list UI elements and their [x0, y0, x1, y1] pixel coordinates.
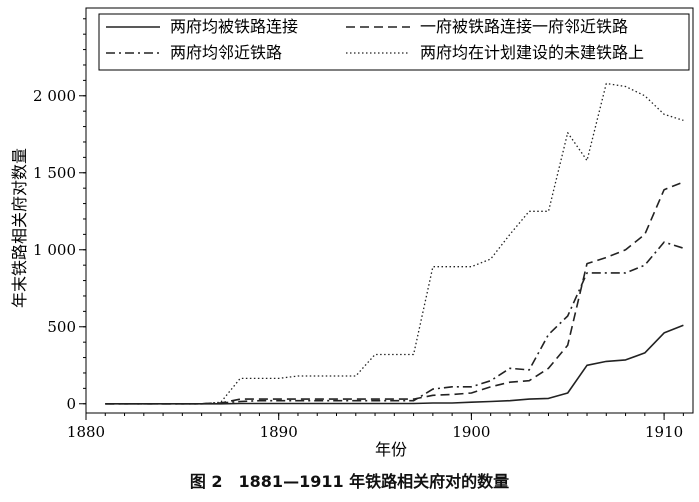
series-line-dash	[105, 181, 684, 405]
figure-caption: 图 2 1881—1911 年铁路相关府对的数量	[189, 472, 510, 491]
x-tick-label: 1900	[452, 423, 490, 441]
legend-label: 一府被铁路连接一府邻近铁路	[420, 17, 628, 36]
y-tick-label: 2 000	[33, 87, 76, 105]
x-tick-label: 1910	[645, 423, 683, 441]
y-axis-label: 年末铁路相关府对数量	[10, 148, 29, 308]
y-tick-label: 500	[47, 318, 76, 336]
legend-label: 两府均在计划建设的未建铁路上	[420, 43, 644, 62]
legend-label: 两府均邻近铁路	[170, 43, 282, 62]
plot-frame	[85, 7, 694, 414]
x-axis: 1880 1890 1900 1910	[67, 413, 684, 441]
plot-border	[85, 7, 694, 414]
series-line-solid	[105, 324, 684, 405]
series-line-dot	[105, 82, 684, 405]
y-tick-label: 0	[66, 395, 76, 413]
series-lines	[105, 82, 684, 405]
series-line-dashdot	[105, 241, 684, 405]
x-axis-label: 年份	[375, 440, 407, 459]
y-tick-label: 1 000	[33, 241, 76, 259]
x-tick-label: 1890	[260, 423, 298, 441]
legend-box	[98, 13, 690, 71]
x-tick-label: 1880	[67, 423, 105, 441]
y-tick-label: 1 500	[33, 164, 76, 182]
y-axis: 0 500 1 000 1 500 2 000	[33, 18, 86, 413]
legend-label: 两府均被铁路连接	[170, 17, 298, 36]
